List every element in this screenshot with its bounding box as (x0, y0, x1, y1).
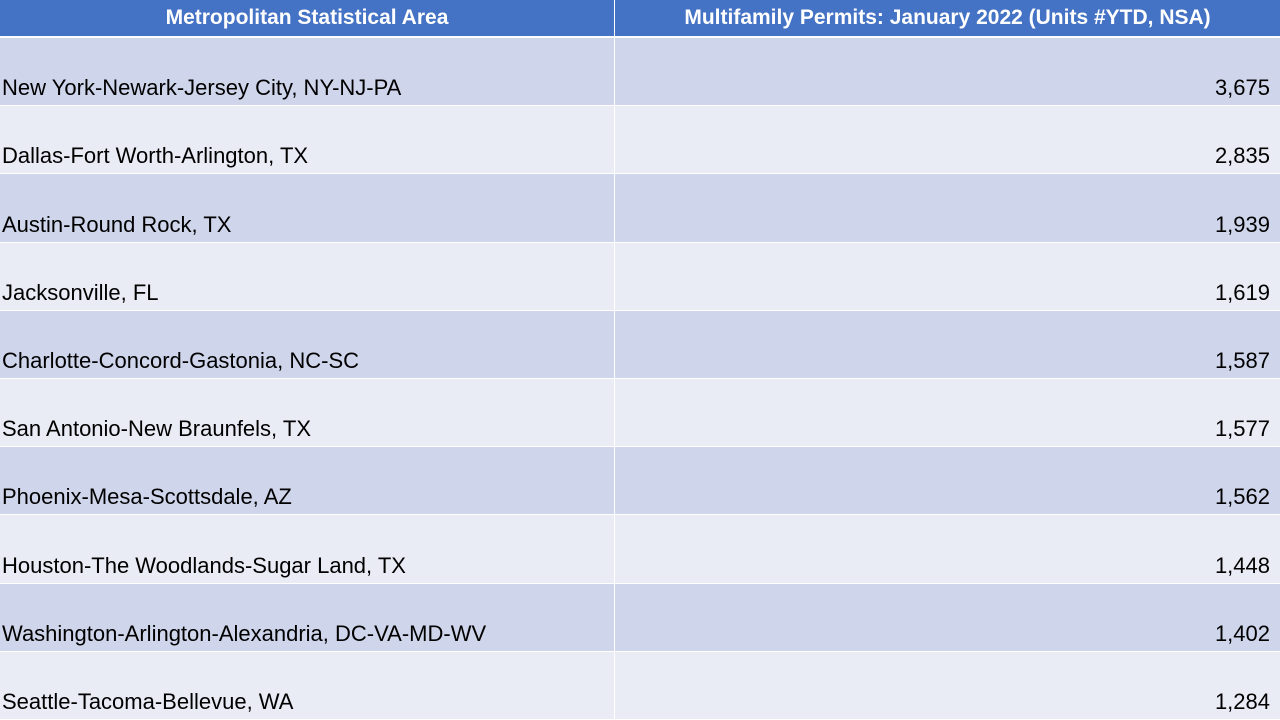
table-row: Seattle-Tacoma-Bellevue, WA 1,284 (0, 651, 1280, 720)
area-cell: San Antonio-New Braunfels, TX (0, 378, 615, 447)
table-header: Metropolitan Statistical Area Multifamil… (0, 0, 1280, 38)
table-row: Charlotte-Concord-Gastonia, NC-SC 1,587 (0, 310, 1280, 379)
permits-cell: 1,562 (1214, 484, 1270, 510)
area-cell: Dallas-Fort Worth-Arlington, TX (0, 106, 615, 174)
table-row: New York-Newark-Jersey City, NY-NJ-PA 3,… (0, 38, 1280, 107)
area-cell: Phoenix-Mesa-Scottsdale, AZ (0, 447, 615, 515)
permits-cell: 1,448 (1214, 552, 1270, 578)
table-row: Austin-Round Rock, TX 1,939 (0, 174, 1280, 243)
area-cell: Houston-The Woodlands-Sugar Land, TX (0, 515, 615, 583)
area-cell: New York-Newark-Jersey City, NY-NJ-PA (0, 38, 615, 106)
table-row: Dallas-Fort Worth-Arlington, TX 2,835 (0, 106, 1280, 175)
table-row: Washington-Arlington-Alexandria, DC-VA-M… (0, 583, 1280, 652)
area-cell: Charlotte-Concord-Gastonia, NC-SC (0, 310, 615, 378)
area-cell: Austin-Round Rock, TX (0, 174, 615, 242)
permits-cell: 1,402 (1214, 620, 1270, 646)
table-row: San Antonio-New Braunfels, TX 1,577 (0, 378, 1280, 448)
permits-cell: 1,577 (1214, 416, 1270, 442)
permits-cell: 1,587 (1214, 347, 1270, 373)
permits-cell: 3,675 (1214, 75, 1270, 101)
table-body: New York-Newark-Jersey City, NY-NJ-PA 3,… (0, 38, 1280, 720)
header-area: Metropolitan Statistical Area (0, 0, 615, 36)
area-cell: Seattle-Tacoma-Bellevue, WA (0, 651, 615, 719)
area-cell: Jacksonville, FL (0, 242, 615, 310)
permits-cell: 1,619 (1214, 279, 1270, 305)
permits-cell: 1,284 (1214, 688, 1270, 714)
area-cell: Washington-Arlington-Alexandria, DC-VA-M… (0, 583, 615, 651)
table-row: Jacksonville, FL 1,619 (0, 242, 1280, 311)
header-permits: Multifamily Permits: January 2022 (Units… (684, 6, 1211, 29)
table-row: Phoenix-Mesa-Scottsdale, AZ 1,562 (0, 447, 1280, 516)
permits-cell: 2,835 (1214, 143, 1270, 169)
table-row: Houston-The Woodlands-Sugar Land, TX 1,4… (0, 515, 1280, 584)
permits-cell: 1,939 (1214, 211, 1270, 237)
